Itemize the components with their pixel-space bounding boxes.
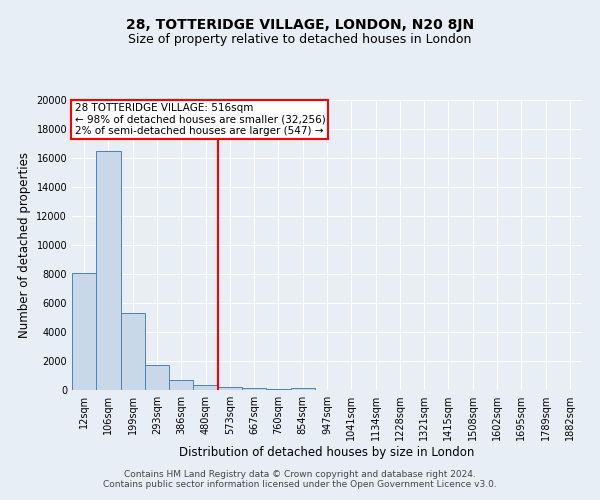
Bar — [193, 385, 218, 390]
Bar — [121, 313, 145, 390]
Text: Size of property relative to detached houses in London: Size of property relative to detached ho… — [128, 32, 472, 46]
Text: Contains public sector information licensed under the Open Government Licence v3: Contains public sector information licen… — [103, 480, 497, 489]
Bar — [242, 388, 266, 390]
Bar — [96, 151, 121, 390]
X-axis label: Distribution of detached houses by size in London: Distribution of detached houses by size … — [179, 446, 475, 459]
Bar — [290, 388, 315, 390]
Bar — [218, 387, 242, 390]
Bar — [145, 364, 169, 390]
Text: 28 TOTTERIDGE VILLAGE: 516sqm
← 98% of detached houses are smaller (32,256)
2% o: 28 TOTTERIDGE VILLAGE: 516sqm ← 98% of d… — [74, 103, 325, 136]
Y-axis label: Number of detached properties: Number of detached properties — [18, 152, 31, 338]
Text: 28, TOTTERIDGE VILLAGE, LONDON, N20 8JN: 28, TOTTERIDGE VILLAGE, LONDON, N20 8JN — [126, 18, 474, 32]
Text: Contains HM Land Registry data © Crown copyright and database right 2024.: Contains HM Land Registry data © Crown c… — [124, 470, 476, 479]
Bar — [266, 388, 290, 390]
Bar — [72, 274, 96, 390]
Bar — [169, 380, 193, 390]
